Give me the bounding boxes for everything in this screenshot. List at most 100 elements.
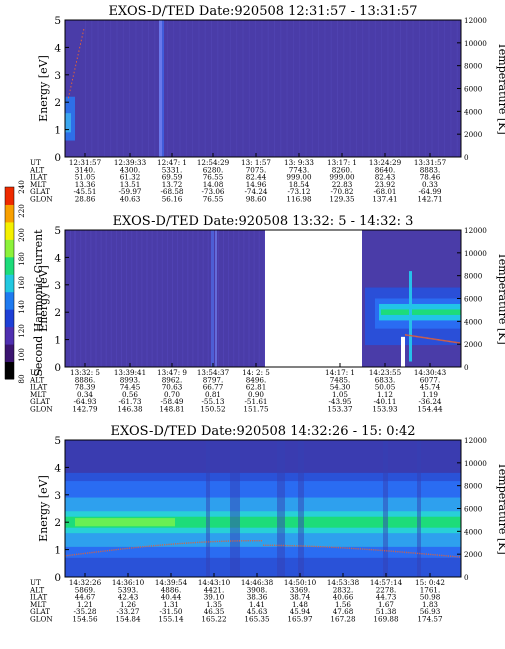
panel-1-table-cell: -68.58 [160,187,183,196]
panel-2-streak [141,230,143,367]
panel-2-y-tick-label: 0 [54,362,61,374]
panel-1-temperature-point [76,57,78,60]
colorbar-tick-label: 180 [17,252,26,266]
panel-2-table-cell: -43.95 [328,397,351,406]
panel-1-streak [192,20,194,157]
panel-1-table-cell: 82.44 [246,173,267,182]
panel-2-streak [80,230,82,367]
panel-2-temperature-point [418,336,420,338]
panel-1-streak [122,20,124,157]
panel-3-table-cell: 174.57 [417,615,443,624]
panel-3-temperature-point [142,546,144,548]
panel-2-table-row-label: MLT [30,390,47,399]
panel-3-temperature-point [434,554,436,556]
panel-1-streak [450,20,452,157]
colorbar-tick-label: 120 [17,324,26,338]
panel-3-temperature-point [144,545,146,548]
panel-3-temperature-point [355,547,357,550]
panel-1-title: EXOS-D/TED Date:920508 12:31:57 - 13:31:… [108,4,417,19]
colorbar-segment [5,344,14,363]
panel-2-temperature-point [408,334,410,337]
panel-3-temperature-point [67,554,69,557]
panel-3-temperature-point [412,552,414,554]
panel-1-table-cell: -45.51 [73,187,96,196]
panel-3-title: EXOS-D/TED Date:920508 14:32:26 - 15: 0:… [111,424,416,439]
panel-1-y2-tick-label: 12000 [464,16,487,25]
panel-2-temperature-point [443,339,445,342]
panel-1-temperature-point [76,61,77,63]
panel-2-streak [207,230,209,367]
panel-3-table-cell: 38.74 [290,593,311,602]
panel-2-table-cell: 62.81 [246,383,267,392]
colorbar-label: Second Harmonic Current [32,229,45,377]
panel-3-column [206,440,210,577]
panel-3-temperature-point [307,545,309,547]
panel-3-temperature-point [368,548,370,551]
panel-3-temperature-point [353,547,355,550]
colorbar-segment [5,309,14,328]
panel-3-temperature-point [388,550,390,552]
panel-3-temperature-point [428,553,430,555]
panel-3-y2-tick-label: 4000 [464,527,483,536]
panel-3-temperature-point [245,540,247,542]
panel-3-temperature-point [157,544,159,547]
panel-3-temperature-point [322,546,324,548]
panel-3-temperature-point [236,540,238,542]
panel-2-table-cell: 14:17: 1 [325,368,355,377]
panel-3-temperature-point [291,545,293,547]
panel-2-streak [172,230,173,367]
panel-3-table-cell: 2278. [376,585,397,594]
panel-2-temperature-point [409,334,411,337]
panel-1-table-cell: 7075. [246,165,267,174]
panel-3-table-cell: 3369. [290,585,311,594]
panel-2-table-cell: 14:23:55 [369,368,402,377]
panel-2-table-cell: 0.34 [77,390,93,399]
panel-1-streak [299,20,301,157]
panel-2-y-tick-label: 3 [54,280,61,292]
panel-2-table-cell: 13:47: 9 [157,368,187,377]
panel-2-temperature-point [430,337,432,340]
panel-3-temperature-point [252,540,254,542]
panel-2-temperature-point [451,341,453,343]
panel-3-table-row-label: ILAT [30,593,47,602]
panel-1-table-cell: 0.33 [422,180,438,189]
panel-1-streak [318,20,320,157]
panel-3-table-row-label: UT [30,578,41,587]
panel-3-temperature-point [304,545,306,547]
panel-2-table-cell: 13:39:41 [114,368,146,377]
panel-3-temperature-point [445,555,447,557]
colorbar-tick-label: 200 [17,228,26,242]
panel-3-table-cell: 1.41 [249,600,265,609]
panel-1-table-cell: 6280. [203,165,224,174]
panel-3-table-cell: 154.56 [72,615,98,624]
panel-3-temperature-point [351,547,353,550]
panel-2-y2-tick-label: 8000 [464,272,483,281]
panel-2-table-cell: 7485. [330,375,351,384]
panel-2-temperature-point [425,337,427,339]
panel-1-streak [280,20,282,157]
panel-1-temperature-point [75,64,77,67]
panel-3-temperature-point [95,551,97,553]
panel-3-temperature-point [408,551,410,554]
panel-1-streak [425,20,427,157]
panel-3-temperature-point [113,549,115,551]
panel-2-temperature-point [457,342,459,344]
panel-1-table-row-label: MLT [30,180,47,189]
panel-1-table-cell: 13.36 [75,180,96,189]
panel-1-streak [343,20,345,157]
panel-3-temperature-point [379,549,381,552]
panel-3-y-axis-label: Energy [eV] [37,475,50,542]
panel-1-streak [444,20,446,157]
panel-3-temperature-point [117,548,119,551]
panel-2-y2-tick-label: 0 [464,363,469,372]
panel-1-y2-axis-label: Temperature [K] [496,42,505,134]
panel-3-temperature-point [403,551,405,553]
panel-2-streak [136,230,138,367]
panel-1-table-row-label: ALT [29,165,44,174]
panel-1-streak [223,20,225,157]
panel-2-streak [238,230,240,367]
panel-1-streak [198,20,200,157]
panel-3-temperature-point [115,548,117,551]
panel-3-temperature-point [280,544,282,547]
panel-3-temperature-point [181,542,183,545]
